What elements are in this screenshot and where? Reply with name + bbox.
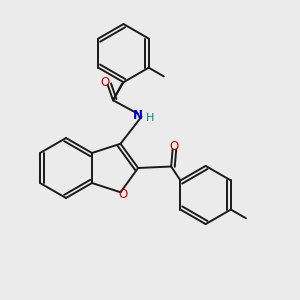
- Text: H: H: [146, 112, 155, 123]
- Text: O: O: [118, 188, 128, 201]
- Text: O: O: [100, 76, 110, 89]
- Text: O: O: [169, 140, 179, 153]
- Text: N: N: [133, 109, 143, 122]
